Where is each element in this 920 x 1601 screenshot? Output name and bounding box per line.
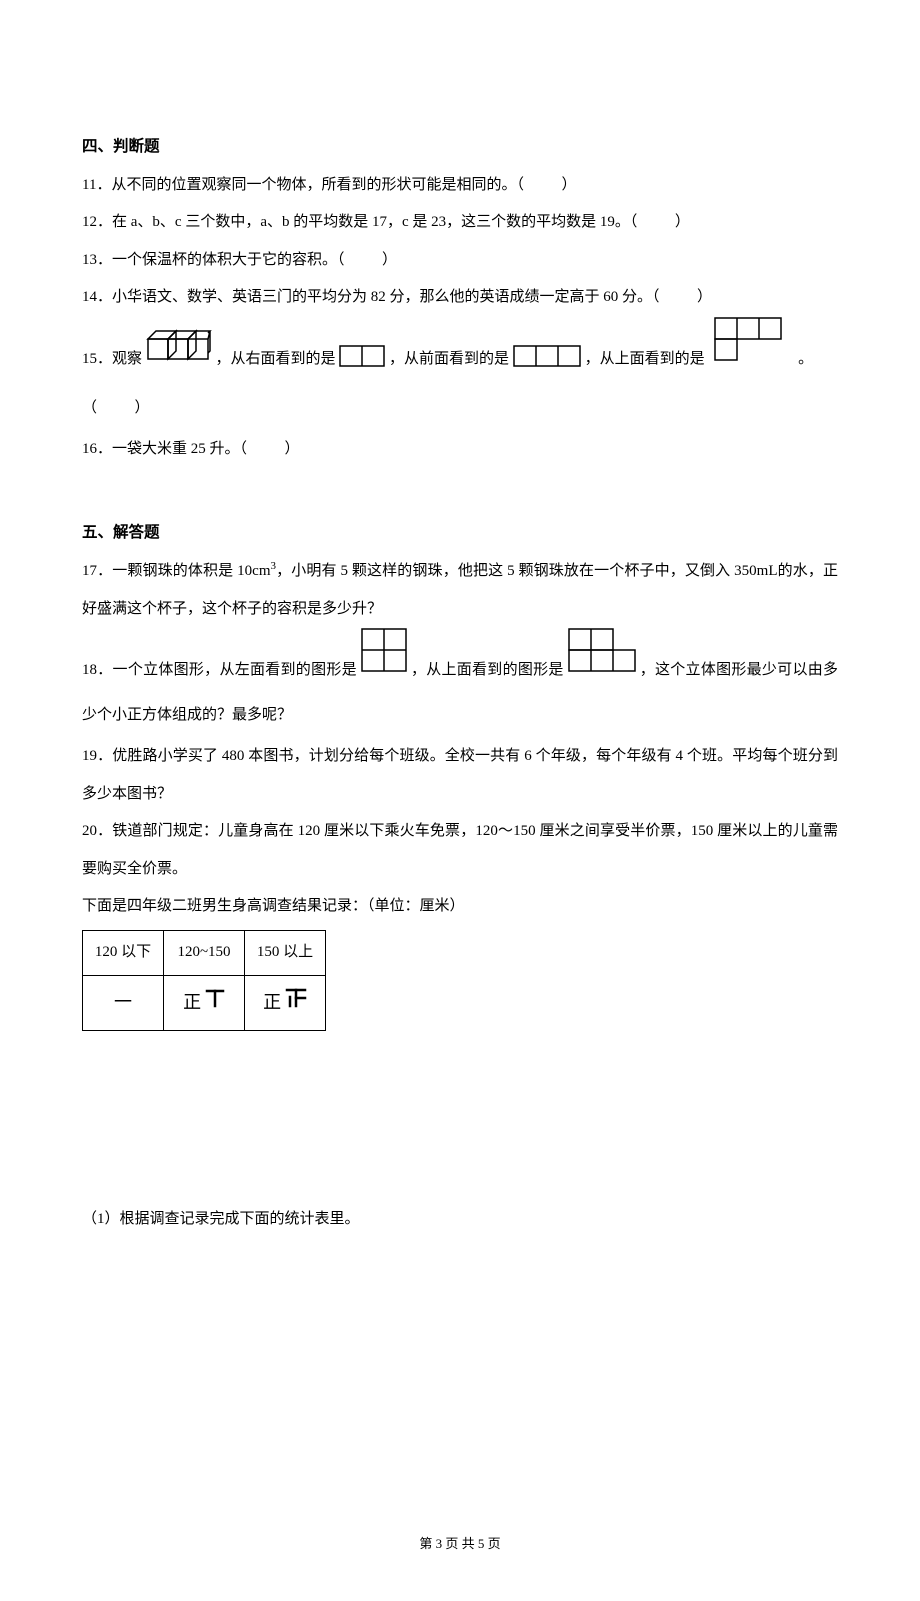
top-view-step-icon xyxy=(568,628,636,691)
qtail: ） xyxy=(561,177,576,193)
qtext: 一袋大米重 25 升。（ xyxy=(112,441,247,457)
qnum: 11． xyxy=(82,177,111,193)
blank[interactable] xyxy=(524,177,562,193)
qt1: 一颗钢珠的体积是 10cm xyxy=(112,563,270,579)
qnum: 16． xyxy=(82,441,112,457)
qp1: 一个立体图形，从左面看到的图形是 xyxy=(113,662,357,678)
qnum: 13． xyxy=(82,252,112,268)
question-11: 11．从不同的位置观察同一个物体，所看到的形状可能是相同的。（ ） xyxy=(82,167,838,205)
table-row: 120 以下 120~150 150 以上 xyxy=(83,930,326,975)
qtail: ） xyxy=(697,289,712,305)
blank[interactable] xyxy=(247,441,285,457)
qp3: ，从前面看到的是 xyxy=(389,351,509,367)
tally-1-mark: 一 xyxy=(114,992,132,1012)
qp1: 观察 xyxy=(112,351,142,367)
page: 四、判断题 11．从不同的位置观察同一个物体，所看到的形状可能是相同的。（ ） … xyxy=(0,0,920,1601)
section-5-title: 五、解答题 xyxy=(82,514,838,553)
qtext: 一个保温杯的体积大于它的容积。（ xyxy=(112,252,345,268)
qtail: ） xyxy=(675,214,690,230)
qp5: 。 xyxy=(798,351,813,367)
question-20: 20．铁道部门规定：儿童身高在 120 厘米以下乘火车免票，120～150 厘米… xyxy=(82,813,838,888)
tally-partial-2-icon xyxy=(205,986,225,1024)
question-13: 13．一个保温杯的体积大于它的容积。（ ） xyxy=(82,242,838,280)
tally-partial-4-icon xyxy=(285,987,307,1025)
qnum: 19． xyxy=(82,748,112,764)
qnum: 12． xyxy=(82,214,112,230)
top-view-icon xyxy=(714,317,782,380)
qtext: 在 a、b、c 三个数中，a、b 的平均数是 17，c 是 23，这三个数的平均… xyxy=(112,214,637,230)
tally-cell-3: 正 xyxy=(245,975,326,1030)
col-header-3: 150 以上 xyxy=(245,930,326,975)
question-20-sub1: （1）根据调查记录完成下面的统计表里。 xyxy=(82,1201,838,1239)
question-12: 12．在 a、b、c 三个数中，a、b 的平均数是 17，c 是 23，这三个数… xyxy=(82,204,838,242)
blank[interactable] xyxy=(97,400,135,416)
qtail: ） xyxy=(382,252,397,268)
table-row: 一 正 正 xyxy=(83,975,326,1030)
qp2: ，从上面看到的图形是 xyxy=(411,662,564,678)
qt1: 铁道部门规定：儿童身高在 120 厘米以下乘火车免票，120～150 厘米之间享… xyxy=(82,823,838,877)
tally-cell-2: 正 xyxy=(164,975,245,1030)
col-header-2: 120~150 xyxy=(164,930,245,975)
tally-cell-1: 一 xyxy=(83,975,164,1030)
question-19: 19．优胜路小学买了 480 本图书，计划分给每个班级。全校一共有 6 个年级，… xyxy=(82,738,838,813)
f-a: 第 xyxy=(419,1536,435,1551)
section-4-title: 四、判断题 xyxy=(82,128,838,167)
blank[interactable] xyxy=(345,252,383,268)
close: ） xyxy=(135,400,150,416)
question-14: 14．小华语文、数学、英语三门的平均分为 82 分，那么他的英语成绩一定高于 6… xyxy=(82,279,838,317)
tally-table: 120 以下 120~150 150 以上 一 正 正 xyxy=(82,930,326,1031)
question-15: 15．观察 ，从右面看到的是 ，从前面看到的是 xyxy=(82,317,838,431)
right-view-icon xyxy=(339,341,385,386)
question-20-line2: 下面是四年级二班男生身高调查结果记录：（单位：厘米） xyxy=(82,888,838,926)
qnum: 17． xyxy=(82,563,112,579)
open: （ xyxy=(82,400,97,416)
col-header-1: 120 以下 xyxy=(83,930,164,975)
qp2: ，从右面看到的是 xyxy=(216,351,336,367)
question-18: 18．一个立体图形，从左面看到的图形是 ，从上面看到的图形是 ，这个立体图形最少… xyxy=(82,628,838,738)
blank[interactable] xyxy=(660,289,698,305)
front-view-icon xyxy=(513,341,581,386)
question-16: 16．一袋大米重 25 升。（ ） xyxy=(82,431,838,469)
blank[interactable] xyxy=(637,214,675,230)
qtail: ） xyxy=(285,441,300,457)
qnum: 15． xyxy=(82,351,112,367)
qnum: 20． xyxy=(82,823,112,839)
question-17: 17．一颗钢珠的体积是 10cm3，小明有 5 颗这样的钢珠，他把这 5 颗钢珠… xyxy=(82,553,838,628)
tally-zheng: 正 xyxy=(183,992,201,1012)
f-b: 页 共 xyxy=(442,1536,478,1551)
cubes-3d-icon xyxy=(146,325,212,380)
tally-zheng: 正 xyxy=(263,992,281,1012)
qtext: 小华语文、数学、英语三门的平均分为 82 分，那么他的英语成绩一定高于 60 分… xyxy=(112,289,660,305)
page-footer: 第 3 页 共 5 页 xyxy=(82,1528,838,1561)
qp4: ，从上面看到的是 xyxy=(585,351,705,367)
qnum: 14． xyxy=(82,289,112,305)
f-c: 页 xyxy=(484,1536,500,1551)
qtext: 从不同的位置观察同一个物体，所看到的形状可能是相同的。（ xyxy=(111,177,524,193)
qnum: 18． xyxy=(82,662,113,678)
qtext: 优胜路小学买了 480 本图书，计划分给每个班级。全校一共有 6 个年级，每个年… xyxy=(82,748,838,802)
left-view-2x2-icon xyxy=(361,628,407,691)
